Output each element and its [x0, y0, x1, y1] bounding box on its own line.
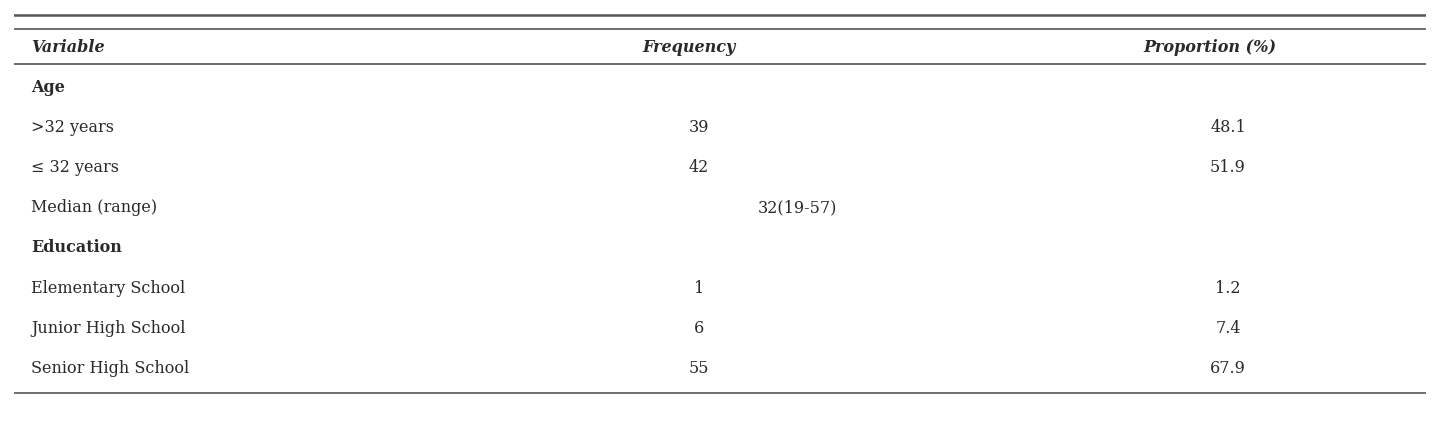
Text: 32(19-57): 32(19-57) [757, 199, 837, 216]
Text: ≤ 32 years: ≤ 32 years [32, 159, 120, 176]
Text: Frequency: Frequency [642, 39, 736, 56]
Text: 48.1: 48.1 [1210, 119, 1246, 136]
Text: Junior High School: Junior High School [32, 320, 186, 337]
Text: Senior High School: Senior High School [32, 360, 190, 377]
Text: >32 years: >32 years [32, 119, 114, 136]
Text: Variable: Variable [32, 39, 105, 56]
Text: Age: Age [32, 79, 65, 96]
Text: 51.9: 51.9 [1210, 159, 1246, 176]
Text: Elementary School: Elementary School [32, 280, 186, 297]
Text: Education: Education [32, 239, 122, 256]
Text: 1.2: 1.2 [1215, 280, 1241, 297]
Text: Median (range): Median (range) [32, 199, 157, 216]
Text: 7.4: 7.4 [1215, 320, 1241, 337]
Text: 39: 39 [688, 119, 708, 136]
Text: 1: 1 [694, 280, 704, 297]
Text: 6: 6 [694, 320, 704, 337]
Text: 67.9: 67.9 [1210, 360, 1246, 377]
Text: 55: 55 [688, 360, 708, 377]
Text: Proportion (%): Proportion (%) [1143, 39, 1276, 56]
Text: 42: 42 [688, 159, 708, 176]
